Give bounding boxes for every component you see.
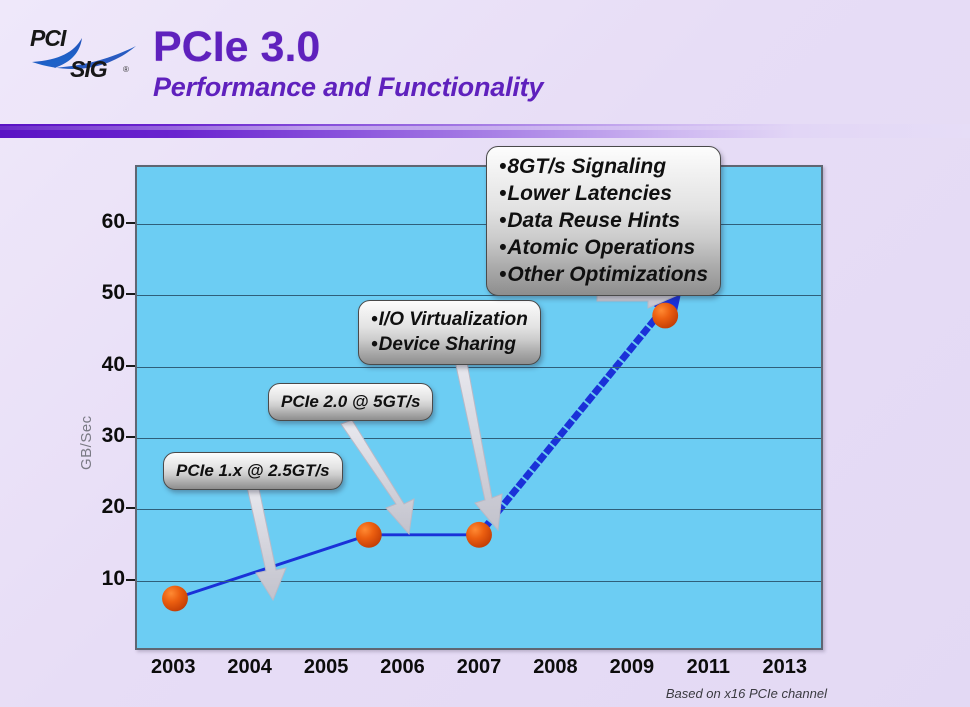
callout-text: I/O Virtualization (378, 309, 528, 330)
callout-line: •I/O Virtualization (371, 307, 528, 332)
callout-line: •Device Sharing (371, 332, 528, 357)
callout-line: PCIe 1.x @ 2.5GT/s (176, 461, 330, 480)
callout-text: Other Optimizations (507, 263, 709, 286)
svg-text:PCI: PCI (30, 25, 67, 51)
header-divider-highlight (0, 126, 800, 130)
callout-pcie-30-features[interactable]: •8GT/s Signaling •Lower Latencies •Data … (486, 146, 722, 296)
y-axis-tick-mark (126, 293, 135, 296)
data-point-marker (652, 302, 679, 329)
slide-header: PCI SIG ® PCIe 3.0 Performance and Funct… (0, 0, 970, 126)
x-axis-tick-label: 2009 (609, 656, 655, 678)
y-axis-tick-label: 50 (101, 281, 125, 305)
svg-text:®: ® (123, 65, 129, 74)
x-axis-tick-label: 2011 (686, 656, 731, 678)
x-axis-tick-label: 2004 (227, 656, 272, 678)
gridline (137, 438, 821, 440)
x-axis-tick-label: 2006 (380, 656, 425, 678)
data-point-marker (162, 585, 188, 612)
y-axis-tick-mark (126, 507, 135, 510)
y-axis-tick-mark (126, 436, 135, 439)
gridline (137, 366, 821, 368)
y-axis-tick-mark (126, 222, 135, 225)
page-title: PCIe 3.0 (153, 23, 321, 71)
chart-footnote: Based on x16 PCIe channel (665, 686, 827, 701)
callout-line: •Data Reuse Hints (499, 207, 708, 234)
callout-pcie-1x[interactable]: PCIe 1.x @ 2.5GT/s (163, 452, 343, 490)
gridline (137, 295, 821, 297)
pci-sig-logo: PCI SIG ® (18, 22, 150, 84)
x-axis-tick-label: 2013 (762, 656, 808, 678)
gridline (137, 509, 821, 511)
x-axis-tick-label: 2008 (533, 656, 578, 678)
y-axis-tick-label: 20 (101, 495, 125, 519)
page-subtitle: Performance and Functionality (153, 72, 544, 102)
bullet-icon: • (371, 334, 378, 355)
header-divider-bar (0, 124, 970, 138)
y-axis-tick-label: 10 (101, 566, 125, 590)
x-axis-tick-label: 2003 (150, 656, 196, 678)
callout-text: 8GT/s Signaling (507, 155, 667, 178)
callout-line: PCIe 2.0 @ 5GT/s (281, 392, 421, 411)
x-axis-tick-label: 2007 (456, 656, 502, 678)
y-axis-tick-label: 60 (101, 210, 125, 234)
y-axis-tick-mark (126, 578, 135, 581)
y-axis-tick-label: 40 (101, 352, 125, 376)
callout-text: Device Sharing (378, 334, 516, 355)
y-axis-tick-mark (126, 364, 135, 367)
callout-text: Lower Latencies (507, 182, 672, 205)
callout-line: •Atomic Operations (499, 234, 708, 261)
callout-text: Atomic Operations (507, 236, 696, 259)
callout-line: •Lower Latencies (499, 180, 708, 207)
callout-pcie-20[interactable]: PCIe 2.0 @ 5GT/s (268, 383, 434, 421)
bullet-icon: • (371, 309, 378, 330)
bullet-icon: • (499, 182, 507, 205)
bullet-icon: • (499, 236, 507, 259)
callout-line: •8GT/s Signaling (499, 153, 708, 180)
callout-line: •Other Optimizations (499, 261, 708, 288)
title-block: PCIe 3.0 Performance and Functionality (153, 24, 543, 102)
callout-io-virtualization[interactable]: •I/O Virtualization •Device Sharing (358, 300, 541, 365)
data-point-marker (355, 521, 382, 548)
bullet-icon: • (499, 209, 507, 232)
callout-text: Data Reuse Hints (507, 209, 681, 232)
gridline (137, 580, 821, 582)
data-point-marker (466, 521, 492, 548)
bullet-icon: • (499, 263, 507, 286)
gridline (137, 224, 821, 226)
y-axis-tick-label: 30 (101, 424, 125, 448)
chart-container: GB/Sec 10 20 30 40 50 60 2003 2004 2005 2006 2007… (0, 140, 970, 707)
svg-text:SIG: SIG (70, 56, 108, 82)
bullet-icon: • (499, 155, 507, 178)
series-line-solid (174, 533, 479, 600)
x-axis-tick-label: 2005 (303, 656, 349, 678)
